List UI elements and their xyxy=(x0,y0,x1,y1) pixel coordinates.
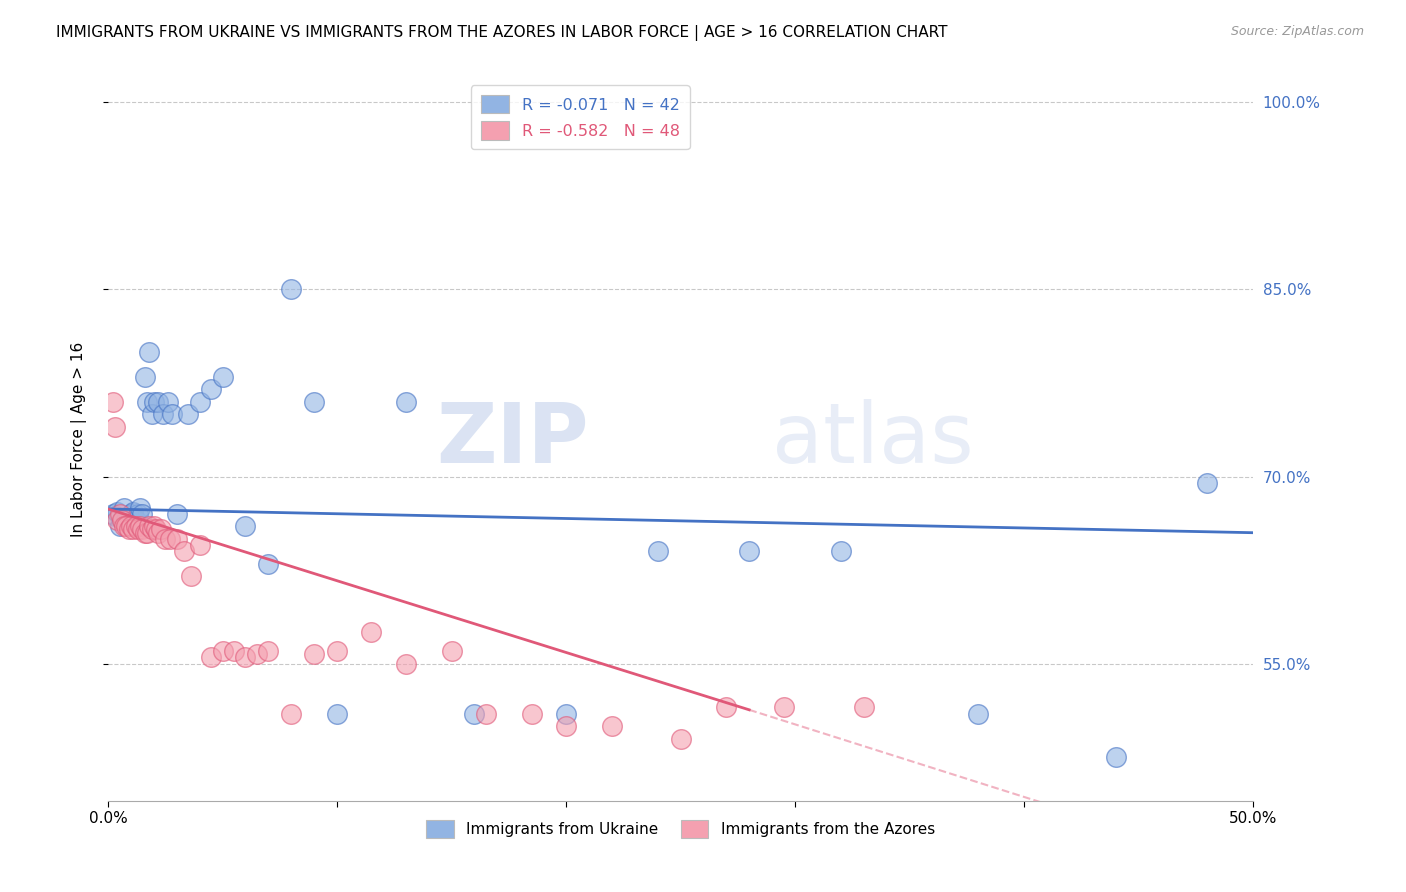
Point xyxy=(555,719,578,733)
Point xyxy=(124,513,146,527)
Point xyxy=(200,650,222,665)
Point xyxy=(127,507,149,521)
Point xyxy=(160,407,183,421)
Point xyxy=(131,507,153,521)
Point xyxy=(124,519,146,533)
Point xyxy=(136,525,159,540)
Point xyxy=(257,644,280,658)
Point xyxy=(463,706,485,721)
Point xyxy=(555,706,578,721)
Point xyxy=(115,519,138,533)
Text: Source: ZipAtlas.com: Source: ZipAtlas.com xyxy=(1230,25,1364,38)
Point xyxy=(600,719,623,733)
Point xyxy=(148,525,170,540)
Point xyxy=(108,519,131,533)
Point xyxy=(1104,750,1126,764)
Point xyxy=(159,532,181,546)
Point xyxy=(111,513,134,527)
Point xyxy=(129,519,152,533)
Point xyxy=(134,525,156,540)
Point xyxy=(475,706,498,721)
Point xyxy=(235,650,257,665)
Point xyxy=(145,522,167,536)
Point xyxy=(101,507,124,521)
Point xyxy=(179,569,201,583)
Point xyxy=(115,513,138,527)
Point xyxy=(188,538,211,552)
Point xyxy=(246,647,269,661)
Point xyxy=(166,532,188,546)
Point xyxy=(326,644,349,658)
Point xyxy=(235,519,257,533)
Point xyxy=(104,509,127,524)
Point xyxy=(302,647,325,661)
Point xyxy=(280,283,302,297)
Point xyxy=(127,522,149,536)
Point xyxy=(647,544,669,558)
Point xyxy=(188,394,211,409)
Point xyxy=(111,513,134,527)
Point xyxy=(141,407,163,421)
Point xyxy=(222,644,245,658)
Point xyxy=(104,419,127,434)
Point xyxy=(395,394,418,409)
Point xyxy=(716,700,738,714)
Point xyxy=(177,407,200,421)
Legend: Immigrants from Ukraine, Immigrants from the Azores: Immigrants from Ukraine, Immigrants from… xyxy=(420,814,941,844)
Point xyxy=(131,522,153,536)
Point xyxy=(120,519,142,533)
Point xyxy=(830,544,852,558)
Point xyxy=(142,519,165,533)
Point xyxy=(211,644,233,658)
Point xyxy=(155,532,177,546)
Point xyxy=(149,522,172,536)
Point xyxy=(395,657,418,671)
Point xyxy=(326,706,349,721)
Point xyxy=(211,369,233,384)
Point xyxy=(134,369,156,384)
Point xyxy=(118,522,141,536)
Point xyxy=(257,557,280,571)
Point xyxy=(122,522,145,536)
Point xyxy=(108,507,131,521)
Point xyxy=(112,500,135,515)
Point xyxy=(360,625,382,640)
Y-axis label: In Labor Force | Age > 16: In Labor Force | Age > 16 xyxy=(72,342,87,537)
Point xyxy=(280,706,302,721)
Point xyxy=(105,513,128,527)
Point xyxy=(852,700,875,714)
Point xyxy=(101,394,124,409)
Text: IMMIGRANTS FROM UKRAINE VS IMMIGRANTS FROM THE AZORES IN LABOR FORCE | AGE > 16 : IMMIGRANTS FROM UKRAINE VS IMMIGRANTS FR… xyxy=(56,25,948,41)
Point xyxy=(136,394,159,409)
Point xyxy=(138,519,160,533)
Point xyxy=(1197,475,1219,490)
Point xyxy=(141,522,163,536)
Point xyxy=(148,394,170,409)
Point xyxy=(129,500,152,515)
Text: atlas: atlas xyxy=(772,399,974,480)
Point xyxy=(138,344,160,359)
Point xyxy=(669,731,692,746)
Point xyxy=(173,544,195,558)
Point xyxy=(772,700,794,714)
Point xyxy=(112,519,135,533)
Point xyxy=(105,504,128,518)
Point xyxy=(200,382,222,396)
Point xyxy=(120,507,142,521)
Point xyxy=(122,504,145,518)
Point xyxy=(152,407,174,421)
Point xyxy=(142,394,165,409)
Point xyxy=(156,394,179,409)
Point xyxy=(166,507,188,521)
Point xyxy=(302,394,325,409)
Point xyxy=(440,644,463,658)
Point xyxy=(738,544,761,558)
Point xyxy=(520,706,543,721)
Text: ZIP: ZIP xyxy=(436,399,589,480)
Point xyxy=(118,509,141,524)
Point xyxy=(967,706,990,721)
